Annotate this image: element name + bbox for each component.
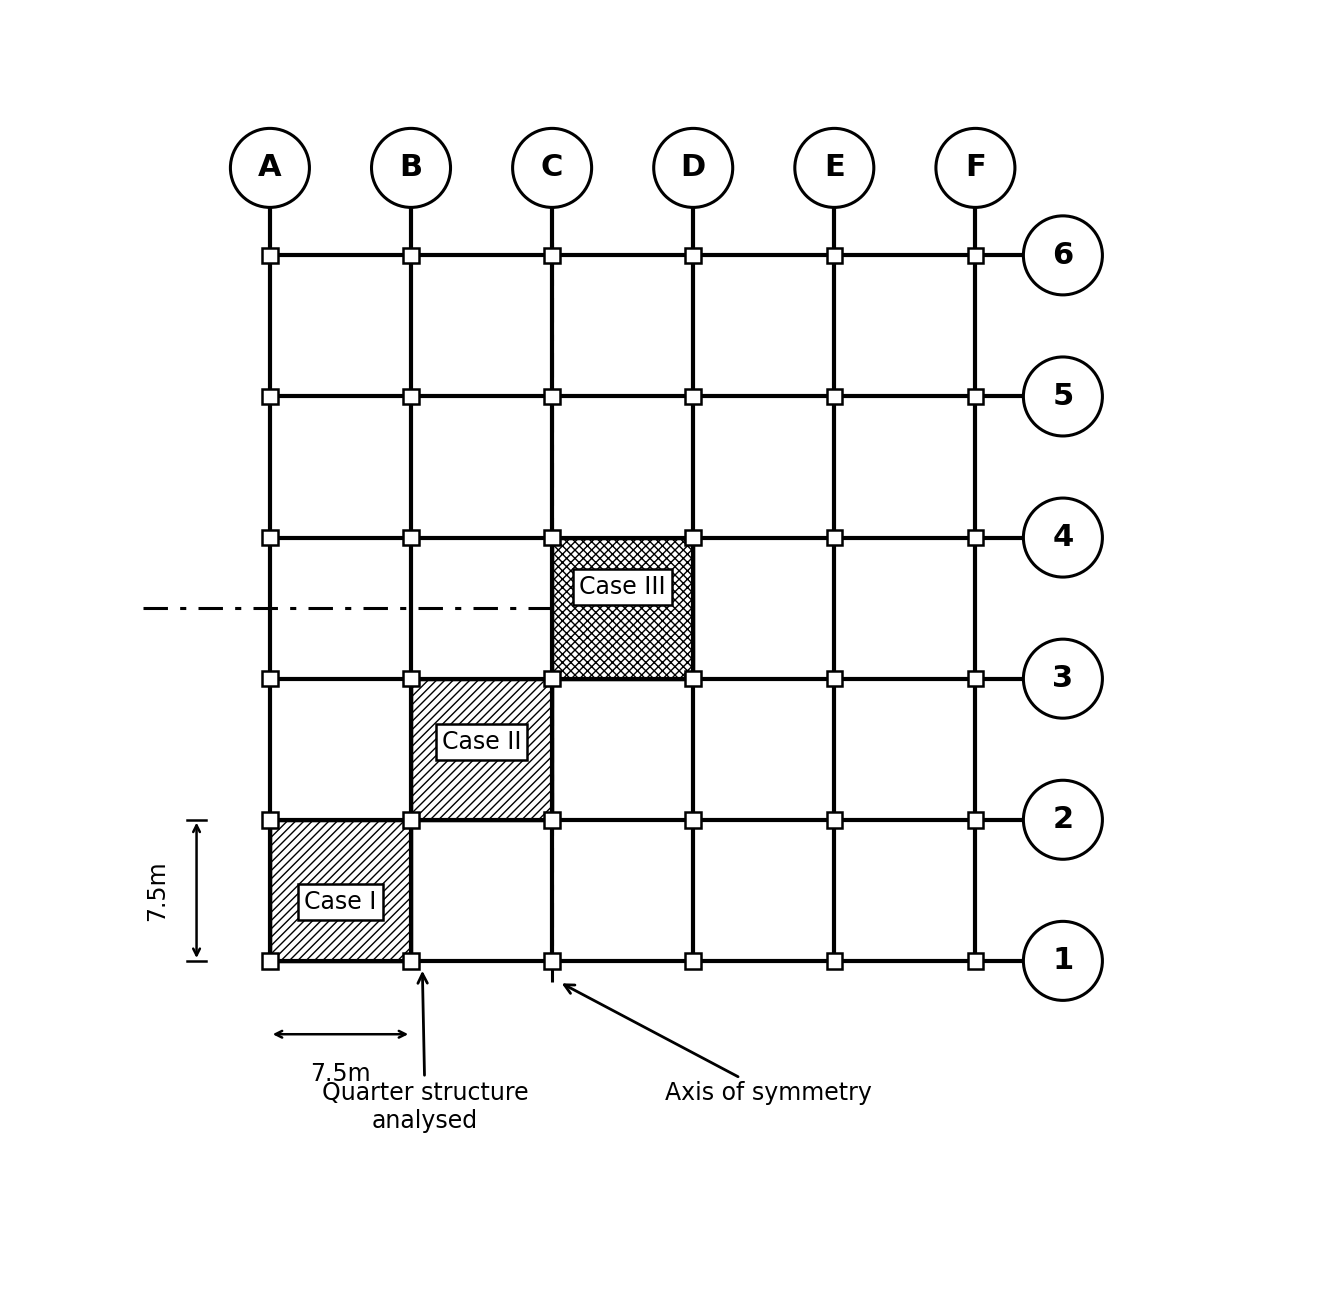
Text: 2: 2 <box>1052 805 1073 834</box>
Bar <box>685 953 701 969</box>
Text: 7.5m: 7.5m <box>145 860 169 920</box>
Circle shape <box>1023 780 1103 859</box>
Text: D: D <box>681 154 706 183</box>
Bar <box>685 530 701 546</box>
Bar <box>262 389 278 404</box>
Bar <box>968 953 983 969</box>
Bar <box>968 530 983 546</box>
Bar <box>552 538 693 679</box>
Bar <box>544 953 560 969</box>
Bar <box>403 389 419 404</box>
Bar <box>826 671 842 686</box>
Text: 1: 1 <box>1052 947 1073 976</box>
Circle shape <box>1023 922 1103 1001</box>
Bar <box>826 247 842 263</box>
Circle shape <box>1023 498 1103 577</box>
Bar <box>544 671 560 686</box>
Circle shape <box>1023 639 1103 718</box>
Bar <box>826 953 842 969</box>
Bar <box>262 530 278 546</box>
Bar <box>262 953 278 969</box>
Text: Case III: Case III <box>580 575 666 598</box>
Text: 6: 6 <box>1052 241 1073 270</box>
Bar <box>262 811 278 827</box>
Circle shape <box>1023 216 1103 295</box>
Text: E: E <box>825 154 845 183</box>
Bar <box>685 389 701 404</box>
Bar <box>544 247 560 263</box>
Bar <box>826 530 842 546</box>
Bar <box>826 389 842 404</box>
Bar <box>685 671 701 686</box>
Text: C: C <box>541 154 564 183</box>
Circle shape <box>936 129 1015 208</box>
Text: Quarter structure
analysed: Quarter structure analysed <box>322 974 528 1132</box>
Text: 5: 5 <box>1052 381 1073 412</box>
Bar <box>262 247 278 263</box>
Text: A: A <box>258 154 282 183</box>
Bar <box>262 671 278 686</box>
Bar <box>968 671 983 686</box>
Bar <box>403 671 419 686</box>
Bar <box>826 811 842 827</box>
Text: Case I: Case I <box>305 890 376 914</box>
Text: Case II: Case II <box>442 730 521 755</box>
Circle shape <box>654 129 733 208</box>
Text: F: F <box>966 154 986 183</box>
Bar <box>403 811 419 827</box>
Bar <box>968 811 983 827</box>
Bar <box>685 811 701 827</box>
Bar <box>270 819 411 961</box>
Bar <box>685 247 701 263</box>
Circle shape <box>230 129 310 208</box>
Text: B: B <box>399 154 423 183</box>
Bar <box>544 389 560 404</box>
Bar <box>544 811 560 827</box>
Circle shape <box>1023 356 1103 437</box>
Circle shape <box>512 129 592 208</box>
Bar <box>403 953 419 969</box>
Text: 3: 3 <box>1052 664 1073 693</box>
Bar <box>403 530 419 546</box>
Bar <box>544 530 560 546</box>
Bar <box>968 247 983 263</box>
Text: 7.5m: 7.5m <box>310 1063 371 1086</box>
Bar <box>411 679 552 819</box>
Bar <box>403 247 419 263</box>
Circle shape <box>795 129 874 208</box>
Text: Axis of symmetry: Axis of symmetry <box>564 985 872 1105</box>
Text: 4: 4 <box>1052 523 1073 552</box>
Bar <box>968 389 983 404</box>
Circle shape <box>371 129 451 208</box>
